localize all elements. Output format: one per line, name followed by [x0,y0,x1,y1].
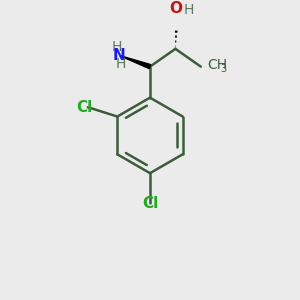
Text: Cl: Cl [76,100,93,115]
Text: H: H [112,40,122,54]
Text: O: O [169,1,182,16]
Text: H: H [184,3,194,17]
Text: Cl: Cl [142,196,158,211]
Text: H: H [116,57,126,71]
Text: CH: CH [208,58,228,72]
Polygon shape [119,56,151,69]
Text: N: N [113,48,126,63]
Text: 3: 3 [220,64,226,74]
